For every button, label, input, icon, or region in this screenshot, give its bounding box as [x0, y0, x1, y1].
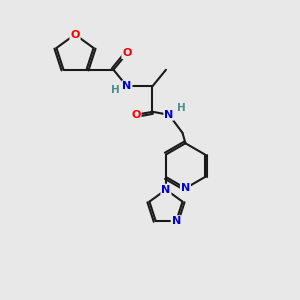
Text: O: O [122, 48, 132, 58]
Text: H: H [177, 103, 186, 113]
Text: O: O [70, 29, 80, 40]
Text: O: O [131, 110, 141, 120]
Text: N: N [172, 216, 181, 226]
Text: N: N [164, 110, 174, 120]
Text: N: N [122, 81, 132, 91]
Text: N: N [161, 184, 171, 195]
Text: N: N [181, 183, 190, 193]
Text: H: H [111, 85, 120, 95]
